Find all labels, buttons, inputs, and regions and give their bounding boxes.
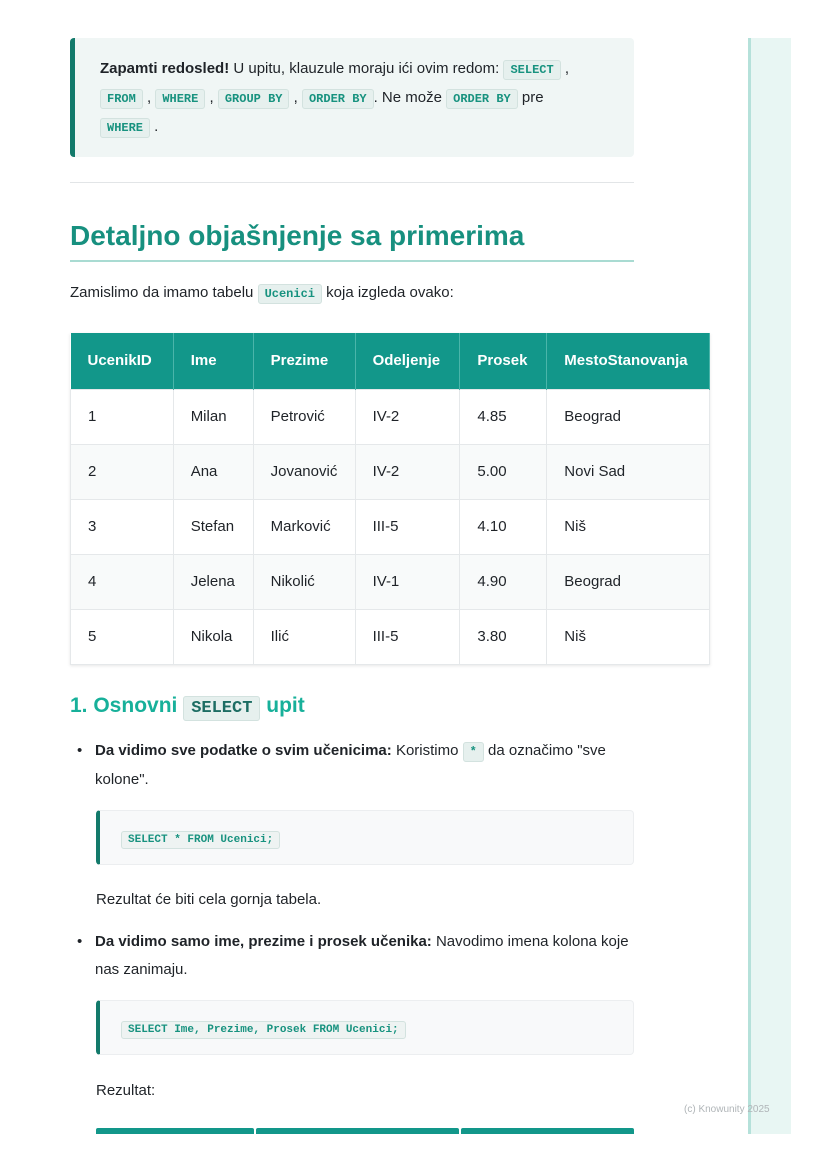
paragraph: Rezultat:	[96, 1082, 156, 1099]
table-cell: Marković	[252, 498, 356, 555]
code-block: SELECT Ime, Prezime, Prosek FROM Ucenici…	[96, 1000, 634, 1055]
column-header: Prosek	[459, 333, 548, 389]
table-cell: Nikolić	[252, 553, 356, 610]
inline-code: SELECT	[503, 60, 561, 80]
table-cell: IV-2	[354, 388, 461, 445]
table-cell: Stefan	[172, 498, 254, 555]
bold-text: Da vidimo samo ime, prezime i prosek uče…	[95, 933, 432, 950]
bold-text: Da vidimo sve podatke o svim učenicima:	[95, 742, 392, 759]
column-header: MestoStanovanja	[546, 333, 710, 389]
table-cell: Ilić	[252, 608, 356, 665]
inline-code: *	[462, 742, 484, 762]
inline-code: WHERE	[100, 118, 151, 138]
table-cell: III-5	[354, 498, 461, 555]
table-row: 5 Nikola Ilić III-5 3.80 Niš	[70, 608, 710, 665]
code: SELECT Ime, Prezime, Prosek FROM Ucenici…	[121, 1021, 406, 1039]
header-cell	[461, 1128, 634, 1134]
column-header: Prezime	[253, 333, 356, 389]
inline-code: ORDER BY	[446, 89, 518, 109]
table-cell: 4.10	[459, 498, 548, 555]
result-table-header	[96, 1128, 634, 1134]
footer-copyright: (c) Knowunity 2025	[684, 1104, 770, 1115]
table-cell: 5.00	[459, 443, 548, 500]
table-row: 1 Milan Petrović IV-2 4.85 Beograd	[70, 388, 710, 445]
table-cell: 4.85	[459, 388, 548, 445]
table-cell: Jovanović	[252, 443, 356, 500]
table-cell: Ana	[172, 443, 254, 500]
inline-code: SELECT	[183, 696, 261, 721]
note-text: pre	[517, 89, 544, 106]
sidebar-panel	[748, 38, 791, 1134]
text: upit	[260, 694, 305, 717]
header-cell	[96, 1128, 254, 1134]
table-cell: Jelena	[172, 553, 254, 610]
intro-text: Zamislimo da imamo tabelu Ucenici koja i…	[70, 284, 454, 304]
table-cell: 5	[70, 608, 174, 665]
table-cell: 2	[70, 443, 174, 500]
table-cell: Beograd	[546, 553, 710, 610]
note-bold: Zapamti redosled!	[100, 60, 230, 77]
table-cell: 3	[70, 498, 174, 555]
note-text: U upitu, klauzule moraju ići ovim redom:	[229, 60, 504, 77]
table-cell: III-5	[354, 608, 461, 665]
table-cell: Beograd	[546, 388, 710, 445]
table-cell: 4	[70, 553, 174, 610]
table-cell: Novi Sad	[546, 443, 710, 500]
list-item: Da vidimo samo ime, prezime i prosek uče…	[77, 928, 635, 984]
inline-code: FROM	[100, 89, 143, 109]
column-header: Odeljenje	[355, 333, 461, 389]
paragraph: Rezultat će biti cela gornja tabela.	[96, 891, 322, 908]
table-cell: Niš	[546, 608, 710, 665]
note-text: . Ne može	[373, 89, 447, 106]
callout-note: Zapamti redosled! U upitu, klauzule mora…	[70, 38, 634, 157]
students-table: UcenikID Ime Prezime Odeljenje Prosek MestoSt…	[70, 333, 710, 665]
table-cell: IV-2	[354, 443, 461, 500]
table-cell: Niš	[546, 498, 710, 555]
subsection-heading: 1. Osnovni SELECT upit	[70, 694, 305, 721]
table-cell: IV-1	[354, 553, 461, 610]
table-cell: Milan	[172, 388, 254, 445]
inline-code: WHERE	[155, 89, 206, 109]
header-cell	[256, 1128, 459, 1134]
inline-code: Ucenici	[257, 284, 322, 304]
table-cell: 4.90	[459, 553, 548, 610]
text: Navodimo imena kolona koje nas zanimaju.	[95, 933, 629, 978]
text: da označimo "sve kolone".	[95, 742, 606, 788]
code-block: SELECT * FROM Ucenici;	[96, 810, 634, 865]
text: Koristimo	[391, 742, 463, 759]
text: Zamislimo da imamo tabelu	[70, 284, 258, 301]
table-row: 2 Ana Jovanović IV-2 5.00 Novi Sad	[70, 443, 710, 500]
code: SELECT * FROM Ucenici;	[121, 831, 281, 849]
section-heading: Detaljno objašnjenje sa primerima	[70, 220, 634, 262]
table-cell: Nikola	[172, 608, 254, 665]
column-header: Ime	[173, 333, 254, 389]
list-item: Da vidimo sve podatke o svim učenicima: …	[77, 737, 635, 794]
table-row: 4 Jelena Nikolić IV-1 4.90 Beograd	[70, 553, 710, 610]
table-row: 3 Stefan Marković III-5 4.10 Niš	[70, 498, 710, 555]
table-cell: Petrović	[252, 388, 356, 445]
inline-code: ORDER BY	[301, 89, 374, 109]
table-cell: 1	[70, 388, 174, 445]
table-cell: 3.80	[459, 608, 548, 665]
text: koja izgleda ovako:	[322, 284, 454, 301]
text: 1. Osnovni	[70, 694, 184, 717]
divider	[70, 182, 634, 183]
inline-code: GROUP BY	[217, 89, 290, 109]
column-header: UcenikID	[70, 333, 174, 389]
